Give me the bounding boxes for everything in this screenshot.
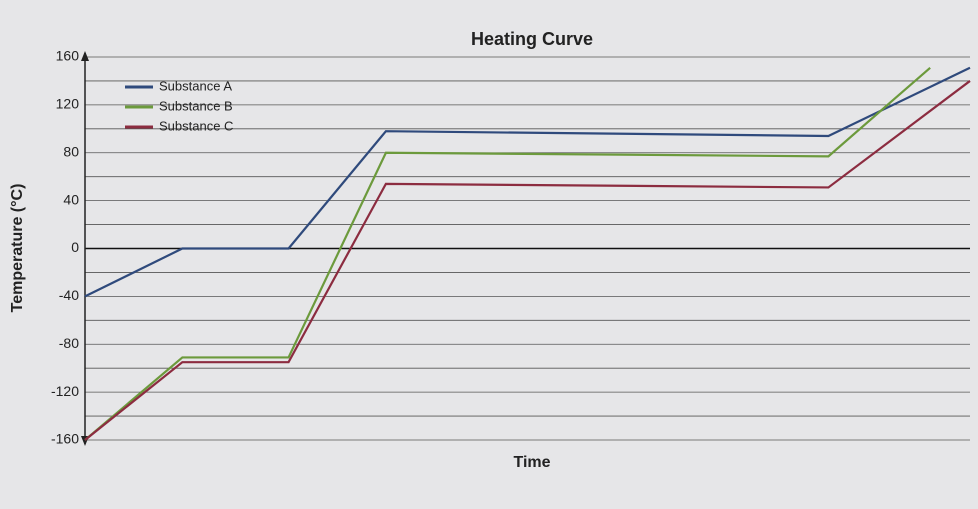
legend-label: Substance A <box>159 78 232 93</box>
y-tick-label: 160 <box>56 48 80 64</box>
y-tick-label: -160 <box>51 431 79 447</box>
y-tick-label: 80 <box>63 143 79 159</box>
y-tick-label: 0 <box>71 239 79 255</box>
y-tick-label: -120 <box>51 383 79 399</box>
legend-label: Substance B <box>159 98 233 113</box>
y-tick-label: 40 <box>63 191 79 207</box>
chart-title: Heating Curve <box>471 29 593 49</box>
x-axis-label: Time <box>513 454 550 471</box>
y-tick-label: -80 <box>59 335 79 351</box>
y-tick-label: -40 <box>59 287 79 303</box>
series-line <box>84 66 931 441</box>
axis-arrow <box>81 51 89 61</box>
series-line <box>84 80 971 441</box>
y-axis-label: Temperature (°C) <box>9 184 26 313</box>
y-tick-label: 120 <box>56 96 80 112</box>
legend-label: Substance C <box>159 118 233 133</box>
series-line <box>84 66 971 298</box>
